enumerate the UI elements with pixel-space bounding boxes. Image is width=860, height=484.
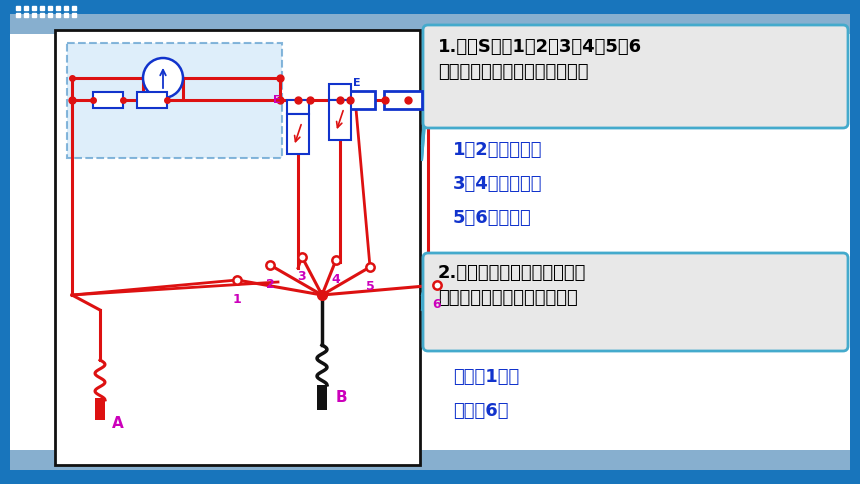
- Text: E: E: [353, 78, 360, 88]
- Text: 1、2为电流表；: 1、2为电流表；: [453, 141, 543, 159]
- Bar: [337, 91, 375, 109]
- Text: E: E: [273, 95, 280, 105]
- FancyBboxPatch shape: [67, 43, 282, 158]
- FancyBboxPatch shape: [423, 253, 848, 351]
- Text: 4: 4: [332, 273, 341, 286]
- Text: 电压：6大: 电压：6大: [453, 402, 508, 420]
- Circle shape: [143, 58, 183, 98]
- Bar: [329, 84, 351, 100]
- Polygon shape: [422, 278, 428, 310]
- Bar: [93, 92, 123, 108]
- Bar: [95, 398, 105, 420]
- Text: A: A: [112, 416, 124, 431]
- Text: 1.开关S调到1、2、3、4、5、6
个位置时电表分别测的是什么？: 1.开关S调到1、2、3、4、5、6 个位置时电表分别测的是什么？: [438, 38, 642, 81]
- Bar: [287, 114, 309, 154]
- Text: 5: 5: [366, 280, 374, 293]
- Text: 3、4为欧姆表；: 3、4为欧姆表；: [453, 175, 543, 193]
- Text: 5、6为电压表: 5、6为电压表: [453, 209, 531, 227]
- Bar: [137, 92, 167, 108]
- Text: 1: 1: [232, 293, 242, 306]
- Text: 电流：1大；: 电流：1大；: [453, 368, 519, 386]
- Text: 2: 2: [266, 278, 274, 291]
- Bar: [384, 91, 422, 109]
- Bar: [317, 385, 327, 410]
- Bar: [10, 450, 850, 470]
- Text: 2.在测量电流或电压时两个位
置中哪个位置的量程比较大？: 2.在测量电流或电压时两个位 置中哪个位置的量程比较大？: [438, 264, 587, 307]
- FancyBboxPatch shape: [423, 25, 848, 128]
- Text: B: B: [336, 390, 347, 405]
- Polygon shape: [422, 60, 428, 160]
- Text: 6: 6: [433, 298, 441, 311]
- Bar: [329, 100, 351, 140]
- Text: 3: 3: [298, 270, 306, 283]
- Bar: [55, 30, 420, 465]
- Bar: [10, 14, 850, 34]
- Bar: [287, 100, 309, 114]
